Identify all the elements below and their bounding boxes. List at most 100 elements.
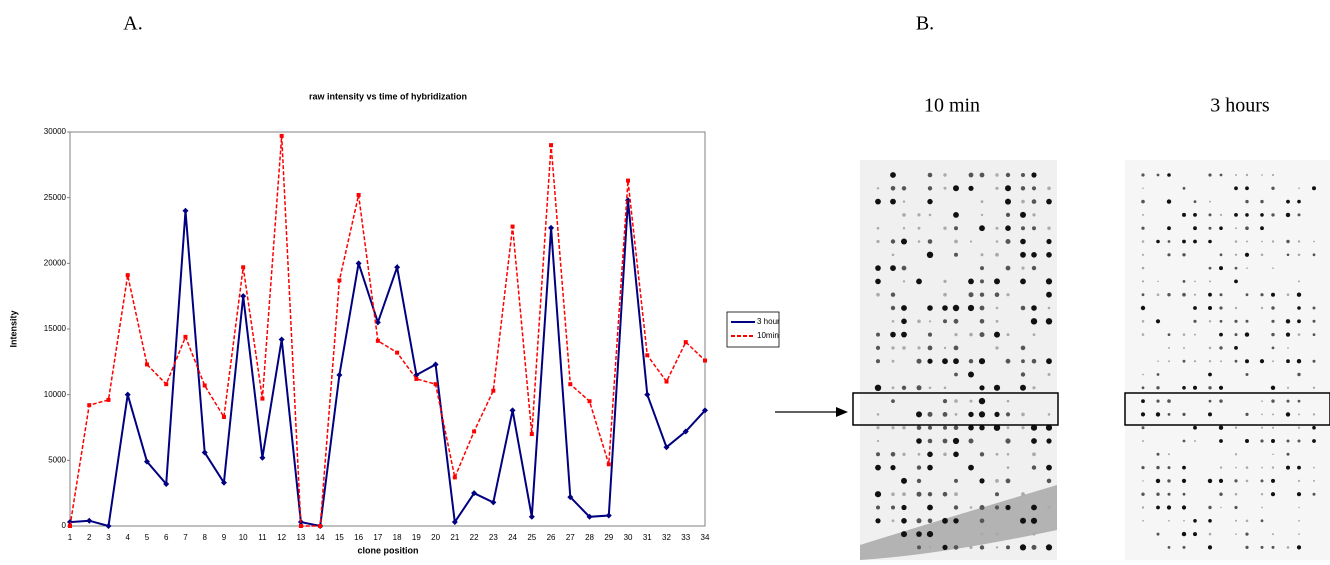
blot-spot (954, 372, 958, 377)
blot-spot (995, 306, 999, 310)
blot-spot (1182, 359, 1186, 363)
x-tick-label: 25 (527, 533, 536, 542)
blot-spot (980, 266, 984, 271)
blot-spot (1245, 439, 1249, 443)
blot-spot (1141, 506, 1145, 509)
blot-spot (1141, 226, 1145, 230)
x-tick-label: 26 (547, 533, 556, 542)
marker (182, 207, 189, 214)
blot-spot (876, 426, 880, 430)
blot-spot (1271, 346, 1275, 350)
blot-spot (1140, 305, 1146, 311)
blot-spot (1312, 413, 1316, 416)
blot-spot (891, 505, 895, 510)
y-tick-label: 15000 (44, 324, 67, 333)
blot-spot (1297, 465, 1301, 470)
blot-spot (1286, 399, 1290, 403)
blot-spot (1167, 173, 1171, 177)
blot-spot (1156, 532, 1160, 536)
blot-spot (995, 319, 999, 323)
blot-spot (902, 492, 906, 497)
blot-spot (968, 359, 974, 364)
blot-spot (1234, 186, 1238, 191)
blot-spot (1234, 266, 1238, 270)
blot-spot (927, 451, 933, 458)
blot-spot (1032, 532, 1036, 536)
blot-spot (1193, 360, 1197, 363)
blot-spot (1219, 266, 1223, 271)
marker (201, 449, 208, 456)
blot-spot (917, 545, 921, 550)
marker (86, 517, 93, 524)
blot-spot (927, 492, 933, 497)
blot-spot (875, 518, 881, 524)
blot-spot (876, 187, 880, 190)
blot-spot (1235, 227, 1237, 230)
blot-spot (1261, 240, 1263, 243)
marker (471, 490, 478, 497)
marker (605, 512, 612, 519)
blot-spot (1260, 439, 1264, 443)
blot-spot (979, 332, 985, 338)
blot-spot (916, 358, 922, 364)
blot-spot (1219, 439, 1223, 443)
blot-spot (954, 492, 958, 497)
marker (125, 273, 130, 278)
blot-spot (953, 345, 959, 351)
blot-spot (890, 172, 896, 178)
blot-spot (1219, 293, 1223, 297)
blot-spot (1047, 505, 1051, 510)
blot-spot (927, 464, 933, 471)
blot-spot (902, 425, 906, 430)
x-tick-label: 22 (470, 533, 479, 542)
blot-spot (1167, 479, 1171, 483)
blot-spot (927, 438, 933, 444)
blot-spot (942, 491, 948, 497)
blot-spot (1297, 372, 1301, 377)
marker (279, 133, 284, 138)
blot-spot (1297, 213, 1301, 217)
blot-spot (1245, 532, 1249, 536)
blot-spot (1005, 438, 1011, 444)
blot-spot (1220, 506, 1222, 509)
blot-spot (1142, 440, 1144, 442)
blot-spot (1005, 225, 1011, 231)
blot-spot (876, 239, 880, 244)
blot-spot (1181, 478, 1187, 483)
marker (510, 224, 515, 229)
chart-title: raw intensity vs time of hybridization (309, 91, 467, 101)
blot-spot (1208, 226, 1212, 230)
blot-spot (1219, 346, 1223, 350)
blot-spot (1312, 359, 1316, 363)
blot-spot (927, 305, 933, 311)
x-tick-label: 12 (277, 533, 286, 542)
blot-spot (953, 425, 959, 431)
marker (529, 432, 534, 437)
blot-spot (1194, 280, 1196, 283)
blot-spot (1182, 253, 1186, 257)
blot-spot (1021, 226, 1025, 231)
blot-spot (1142, 373, 1144, 376)
blot-spot (994, 292, 1000, 298)
blot-spot (1046, 291, 1052, 298)
blot-spot (1260, 226, 1264, 231)
blot-spot (1271, 213, 1275, 217)
highlight-box (852, 392, 1059, 426)
blot-spot (1167, 399, 1171, 403)
x-tick-label: 8 (202, 533, 207, 542)
blot-spot (1298, 533, 1300, 535)
x-axis-title: clone position (357, 545, 418, 555)
x-tick-label: 32 (662, 533, 671, 542)
blot-spot (891, 386, 895, 390)
blot-spot (1297, 253, 1301, 257)
marker (356, 193, 361, 198)
blot-spot (953, 451, 959, 458)
blot-spot (1219, 492, 1223, 496)
x-tick-label: 20 (431, 533, 440, 542)
blot-spot (1045, 544, 1053, 551)
blot-spot (1313, 479, 1315, 482)
blot-spot (1296, 292, 1302, 297)
blot-spot (1032, 386, 1036, 390)
blot-spot (928, 320, 932, 323)
blot-spot (926, 251, 934, 258)
